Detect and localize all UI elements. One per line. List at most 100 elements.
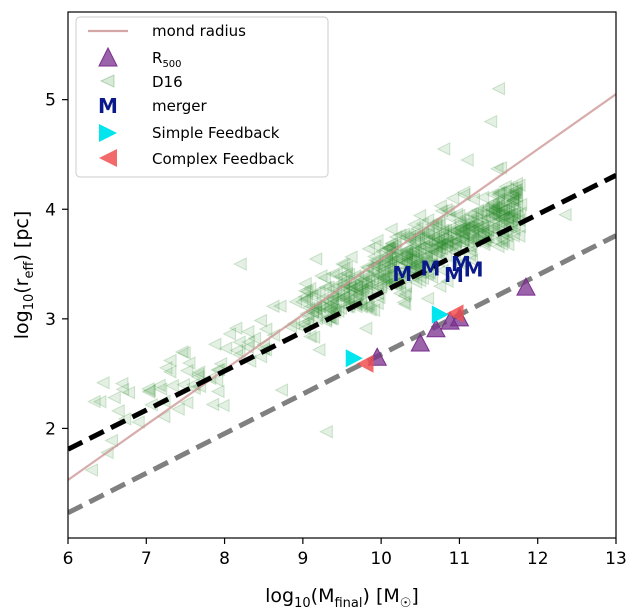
d16-point <box>377 268 392 283</box>
d16-point <box>394 253 408 268</box>
d16-point <box>344 250 358 264</box>
d16-point <box>465 217 480 231</box>
merger-point: M <box>451 252 471 276</box>
d16-point <box>272 299 287 313</box>
d16-point <box>299 292 313 306</box>
d16-point <box>469 223 483 238</box>
d16-point <box>349 280 363 294</box>
d16-point <box>354 275 368 290</box>
d16-point <box>486 203 501 217</box>
x-tick-label: 8 <box>219 549 230 569</box>
d16-point <box>359 282 374 297</box>
d16-point <box>396 250 410 264</box>
d16-point <box>388 230 403 244</box>
d16-point <box>397 247 411 262</box>
d16-point <box>107 390 121 405</box>
d16-point <box>456 222 471 236</box>
d16-point <box>412 240 427 255</box>
y-tick-label: 2 <box>45 419 56 439</box>
d16-point <box>367 239 382 253</box>
d16-point <box>229 343 244 358</box>
d16-point <box>448 239 463 254</box>
d16-point <box>424 236 439 251</box>
d16-point <box>507 205 521 220</box>
d16-point <box>500 211 514 226</box>
d16-point <box>463 233 478 247</box>
d16-point <box>324 299 338 313</box>
d16-point <box>372 268 386 283</box>
d16-point <box>439 235 454 250</box>
d16-point <box>333 269 348 284</box>
d16-point <box>475 190 490 205</box>
x-tick-label: 10 <box>370 549 392 569</box>
d16-point <box>476 223 490 238</box>
d16-point <box>305 305 320 320</box>
x-tick-label: 9 <box>297 549 308 569</box>
d16-point <box>484 221 499 236</box>
d16-point <box>419 237 434 251</box>
d16-point <box>420 213 435 227</box>
d16-point <box>358 277 373 291</box>
d16-point <box>398 279 413 294</box>
d16-point <box>378 269 393 284</box>
d16-point <box>507 212 521 226</box>
d16-point <box>84 463 98 477</box>
d16-point <box>501 204 516 219</box>
d16-point <box>491 188 505 202</box>
d16-point <box>456 185 471 200</box>
d16-point <box>557 207 572 222</box>
d16-point <box>104 433 118 448</box>
d16-point <box>392 228 407 242</box>
d16-point <box>508 182 523 197</box>
axis-ticks: 6 7 8 9 10 11 12 13 2 3 4 5 <box>45 91 627 569</box>
d16-point <box>485 196 500 210</box>
d16-point <box>391 256 406 271</box>
d16-point <box>366 303 381 317</box>
d16-point <box>384 222 398 237</box>
d16-point <box>480 223 494 238</box>
d16-point <box>209 373 224 388</box>
complex-feedback-point <box>356 354 374 373</box>
d16-point <box>408 250 423 265</box>
d16-point <box>350 286 365 301</box>
d16-point <box>435 225 449 240</box>
d16-point <box>453 257 468 271</box>
d16-point <box>309 311 323 326</box>
d16-point <box>509 199 524 213</box>
d16-point <box>376 260 391 274</box>
d16-point <box>222 327 237 341</box>
d16-point <box>448 235 463 249</box>
d16-point <box>503 187 517 202</box>
d16-point <box>426 229 441 244</box>
d16-point <box>486 215 500 230</box>
d16-point <box>495 211 510 225</box>
d16-point <box>455 227 469 241</box>
d16-point <box>460 214 474 229</box>
d16-point <box>489 198 504 213</box>
d16-point <box>453 221 468 235</box>
d16-point <box>375 263 389 278</box>
d16-point <box>452 221 467 236</box>
d16-point <box>452 213 466 228</box>
d16-point <box>488 234 503 248</box>
d16-point <box>438 230 452 244</box>
d16-point <box>438 223 453 237</box>
d16-point <box>412 208 427 223</box>
d16-point <box>171 402 185 416</box>
d16-point <box>500 182 515 197</box>
d16-point <box>325 292 339 307</box>
d16-point <box>476 223 490 238</box>
d16-point <box>440 234 455 249</box>
d16-point <box>434 241 449 256</box>
legend: mond radius R500 D16 M merger Simple Fee… <box>75 16 329 178</box>
d16-point <box>210 384 225 399</box>
d16-point <box>111 404 125 418</box>
d16-point <box>502 195 516 210</box>
d16-point <box>426 230 441 245</box>
d16-point <box>419 249 434 263</box>
d16-point <box>413 241 427 256</box>
d16-point <box>342 279 357 294</box>
d16-point <box>498 179 512 194</box>
d16-point <box>343 291 358 306</box>
d16-point <box>464 219 478 234</box>
